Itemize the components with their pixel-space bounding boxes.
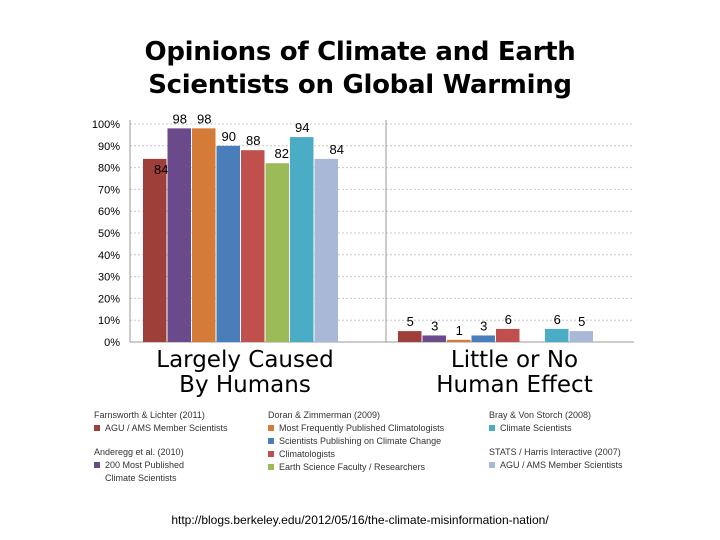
data-label: 1 (456, 323, 463, 338)
y-tick-label: 50% (98, 228, 120, 240)
y-tick-label: 80% (98, 163, 120, 175)
legend-item: AGU / AMS Member Scientists (489, 459, 649, 472)
data-label: 5 (407, 314, 414, 329)
legend-swatch (94, 425, 100, 431)
bar (290, 137, 314, 342)
y-tick-label: 70% (98, 184, 120, 196)
legend-swatch (268, 451, 274, 457)
data-label: 84 (154, 162, 168, 177)
group-label-no-effect-line-1: Little or No (450, 347, 579, 373)
title-line-2: Scientists on Global Warming (148, 70, 572, 100)
legend-label: Climate Scientists (500, 423, 572, 433)
group-label-humans-line-2: By Humans (179, 372, 311, 398)
legend-source: Bray & Von Storch (2008) (489, 410, 592, 420)
legend-label: Scientists Publishing on Climate Change (279, 436, 442, 446)
legend-label: AGU / AMS Member Scientists (500, 460, 623, 470)
title-line-1: Opinions of Climate and Earth (144, 37, 576, 67)
data-label: 84 (330, 142, 344, 157)
legend-swatch (268, 425, 274, 431)
legend-item: Scientists Publishing on Climate Change (268, 435, 473, 448)
legend-label: Earth Science Faculty / Researchers (279, 462, 426, 472)
legend-swatch (268, 438, 274, 444)
data-label: 98 (197, 111, 211, 126)
bar (471, 335, 495, 342)
legend-label: AGU / AMS Member Scientists (105, 423, 228, 433)
data-label: 98 (173, 111, 187, 126)
data-label: 3 (480, 318, 487, 333)
bar (422, 335, 446, 342)
legend-item: Earth Science Faculty / Researchers (268, 461, 473, 474)
group-label-no-effect: Little or No Human Effect (412, 348, 617, 398)
group-label-humans-line-1: Largely Caused (156, 347, 334, 373)
bar (398, 331, 422, 342)
legend-item: Most Frequently Published Climatologists (268, 422, 473, 435)
legend-doran: Doran & Zimmerman (2009) Most Frequently… (268, 409, 473, 474)
legend-swatch (489, 462, 495, 468)
group-label-humans: Largely Caused By Humans (140, 348, 350, 398)
legend-farnsworth: Farnsworth & Lichter (2011) AGU / AMS Me… (94, 409, 264, 435)
y-tick-label: 40% (98, 250, 120, 262)
legend-source: Doran & Zimmerman (2009) (268, 410, 381, 420)
legend-label: Climate Scientists (105, 473, 177, 483)
legend-source: Anderegg et al. (2010) (94, 447, 184, 457)
y-tick-label: 10% (98, 315, 120, 327)
data-label: 94 (295, 120, 309, 135)
source-url: http://blogs.berkeley.edu/2012/05/16/the… (171, 513, 549, 527)
bar (216, 145, 240, 342)
y-tick-label: 0% (104, 337, 120, 349)
legend-item: Climate Scientists (489, 422, 639, 435)
y-tick-label: 100% (92, 119, 120, 131)
bar (167, 128, 191, 342)
chart-title: Opinions of Climate and Earth Scientists… (0, 36, 720, 102)
legend-stats: STATS / Harris Interactive (2007) AGU / … (489, 446, 649, 472)
bar (192, 128, 216, 342)
bar (143, 158, 167, 342)
y-tick-label: 30% (98, 272, 120, 284)
legend-swatch (489, 425, 495, 431)
data-label: 3 (431, 318, 438, 333)
bar (447, 339, 471, 342)
legend-item-continued: Climate Scientists (94, 472, 264, 485)
bar (314, 158, 338, 342)
legend-swatch (268, 464, 274, 470)
legend-source: STATS / Harris Interactive (2007) (489, 447, 621, 457)
data-label: 6 (505, 312, 512, 327)
legend-swatch (94, 462, 100, 468)
y-tick-label: 90% (98, 141, 120, 153)
y-tick-label: 60% (98, 206, 120, 218)
bar (569, 331, 593, 342)
data-label: 90 (222, 129, 236, 144)
legend-source: Farnsworth & Lichter (2011) (94, 410, 205, 420)
data-label: 5 (578, 314, 585, 329)
bar (496, 328, 520, 342)
bar (545, 328, 569, 342)
data-label: 88 (246, 133, 260, 148)
legend-label: Most Frequently Published Climatologists (279, 423, 445, 433)
legend-label: 200 Most Published (105, 460, 185, 470)
legend-item: Climatologists (268, 448, 473, 461)
bar-chart: 100% 90% 80% 70% 60% 50% 40% 30% 20% 10% 0% 84 5 98 3 9… (92, 111, 634, 349)
data-label: 6 (554, 312, 561, 327)
bar (241, 150, 265, 342)
group-label-no-effect-line-2: Human Effect (436, 372, 593, 398)
legend-anderegg: Anderegg et al. (2010) 200 Most Publishe… (94, 446, 264, 485)
legend-label: Climatologists (279, 449, 336, 459)
data-label: 82 (275, 146, 289, 161)
legend-item: AGU / AMS Member Scientists (94, 422, 264, 435)
bar (265, 163, 289, 342)
y-tick-label: 20% (98, 293, 120, 305)
legend-item: 200 Most Published (94, 459, 264, 472)
legend-bray: Bray & Von Storch (2008) Climate Scienti… (489, 409, 639, 435)
